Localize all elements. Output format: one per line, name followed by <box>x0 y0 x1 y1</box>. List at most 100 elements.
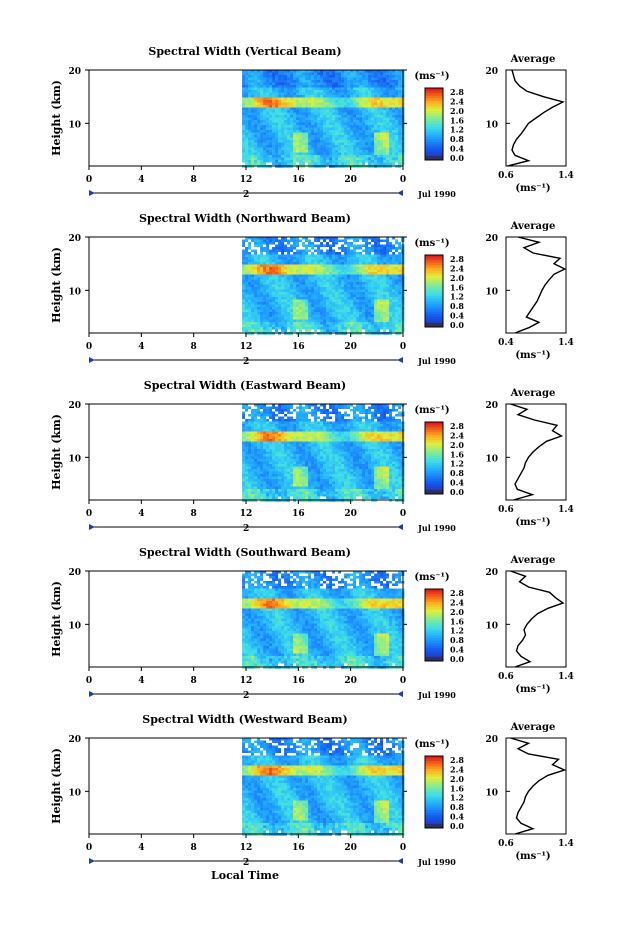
x-tick-label: 8 <box>191 175 197 185</box>
colorbar-segment <box>425 145 443 148</box>
date-tick-label: 2 <box>243 858 249 868</box>
colorbar-label: (ms⁻¹) <box>414 572 449 583</box>
colorbar-segment <box>425 111 443 114</box>
colorbar-segment <box>425 633 443 636</box>
panels-group: Spectral Width (Vertical Beam)2010Height… <box>50 45 574 868</box>
colorbar-segment <box>425 455 443 458</box>
date-axis-arrow-left <box>89 357 95 363</box>
colorbar-segment <box>425 813 443 816</box>
panel-title: Spectral Width (Northward Beam) <box>139 212 351 225</box>
colorbar-segment <box>425 607 443 610</box>
colorbar-segment <box>425 625 443 628</box>
heatmap-image <box>242 237 404 335</box>
average-y-tick-label: 10 <box>485 621 498 631</box>
panel-1: Spectral Width (Northward Beam)2010Heigh… <box>50 212 574 367</box>
colorbar-segment <box>425 787 443 790</box>
date-label: Jul 1990 <box>417 523 456 533</box>
colorbar-segment <box>425 481 443 484</box>
x-tick-label: 0 <box>400 342 406 352</box>
x-tick-label: 4 <box>138 676 144 686</box>
colorbar-segment <box>425 319 443 322</box>
x-tick-label: 4 <box>138 175 144 185</box>
colorbar-segment <box>425 450 443 453</box>
colorbar-segment <box>425 114 443 117</box>
average-y-tick-label: 20 <box>485 401 498 411</box>
colorbar-segment <box>425 101 443 104</box>
x-tick-label: 20 <box>344 676 357 686</box>
average-frame <box>506 237 566 333</box>
colorbar-segment <box>425 807 443 810</box>
x-tick-label: 16 <box>292 676 305 686</box>
colorbar-segment <box>425 784 443 787</box>
colorbar-segment <box>425 142 443 145</box>
x-tick-label: 20 <box>344 175 357 185</box>
y-tick-label: 10 <box>68 454 81 464</box>
colorbar-segment <box>425 604 443 607</box>
x-tick-label: 8 <box>191 843 197 853</box>
colorbar-segment <box>425 156 443 160</box>
colorbar-segment <box>425 622 443 625</box>
colorbar-segment <box>425 769 443 772</box>
x-tick-label: 16 <box>292 843 305 853</box>
average-x-tick-label: 0.6 <box>498 505 514 515</box>
colorbar-segment <box>425 461 443 464</box>
y-tick-label: 20 <box>68 67 81 77</box>
x-tick-label: 0 <box>86 342 92 352</box>
colorbar-segment <box>425 657 443 661</box>
colorbar-segment <box>425 132 443 135</box>
colorbar-segment <box>425 309 443 312</box>
colorbar-segment <box>425 317 443 320</box>
y-tick-label: 20 <box>68 568 81 578</box>
colorbar-segment <box>425 134 443 137</box>
average-x-tick-label: 0.6 <box>498 171 514 181</box>
colorbar-segment <box>425 270 443 273</box>
date-axis-arrow-left <box>89 691 95 697</box>
colorbar-segment <box>425 471 443 474</box>
colorbar-segment <box>425 440 443 443</box>
x-tick-label: 8 <box>191 509 197 519</box>
colorbar-segment <box>425 612 443 615</box>
colorbar-tick-label: 0.0 <box>450 153 464 163</box>
colorbar-segment <box>425 759 443 762</box>
colorbar-segment <box>425 802 443 805</box>
average-x-tick-label: 1.4 <box>558 505 574 515</box>
colorbar-segment <box>425 106 443 109</box>
colorbar-segment <box>425 147 443 150</box>
average-profile-line <box>508 70 564 166</box>
colorbar-segment <box>425 486 443 489</box>
colorbar-segment <box>425 445 443 448</box>
colorbar-segment <box>425 283 443 286</box>
date-tick-label: 2 <box>243 357 249 367</box>
average-y-tick-label: 20 <box>485 568 498 578</box>
colorbar-segment <box>425 304 443 307</box>
average-x-label: (ms⁻¹) <box>515 350 550 361</box>
average-profile-line <box>511 571 564 667</box>
panel-title: Spectral Width (Eastward Beam) <box>144 379 346 392</box>
x-tick-label: 12 <box>240 509 253 519</box>
colorbar-segment <box>425 119 443 122</box>
average-x-tick-label: 1.4 <box>558 171 574 181</box>
x-tick-label: 12 <box>240 175 253 185</box>
panel-title: Spectral Width (Westward Beam) <box>142 713 347 726</box>
colorbar-segment <box>425 314 443 317</box>
colorbar-segment <box>425 771 443 774</box>
colorbar-label: (ms⁻¹) <box>414 238 449 249</box>
colorbar-segment <box>425 427 443 430</box>
average-title: Average <box>510 722 556 733</box>
colorbar-segment <box>425 129 443 132</box>
colorbar-segment <box>425 628 443 631</box>
colorbar-segment <box>425 281 443 284</box>
colorbar-tick-label: 0.0 <box>450 821 464 831</box>
average-title: Average <box>510 221 556 232</box>
colorbar-segment <box>425 795 443 798</box>
colorbar-segment <box>425 323 443 327</box>
date-axis-arrow-left <box>89 858 95 864</box>
average-title: Average <box>510 388 556 399</box>
average-y-tick-label: 10 <box>485 788 498 798</box>
average-x-tick-label: 0.4 <box>498 338 514 348</box>
x-tick-label: 16 <box>292 509 305 519</box>
colorbar-segment <box>425 268 443 271</box>
x-tick-label: 16 <box>292 175 305 185</box>
heatmap-image <box>242 738 404 836</box>
